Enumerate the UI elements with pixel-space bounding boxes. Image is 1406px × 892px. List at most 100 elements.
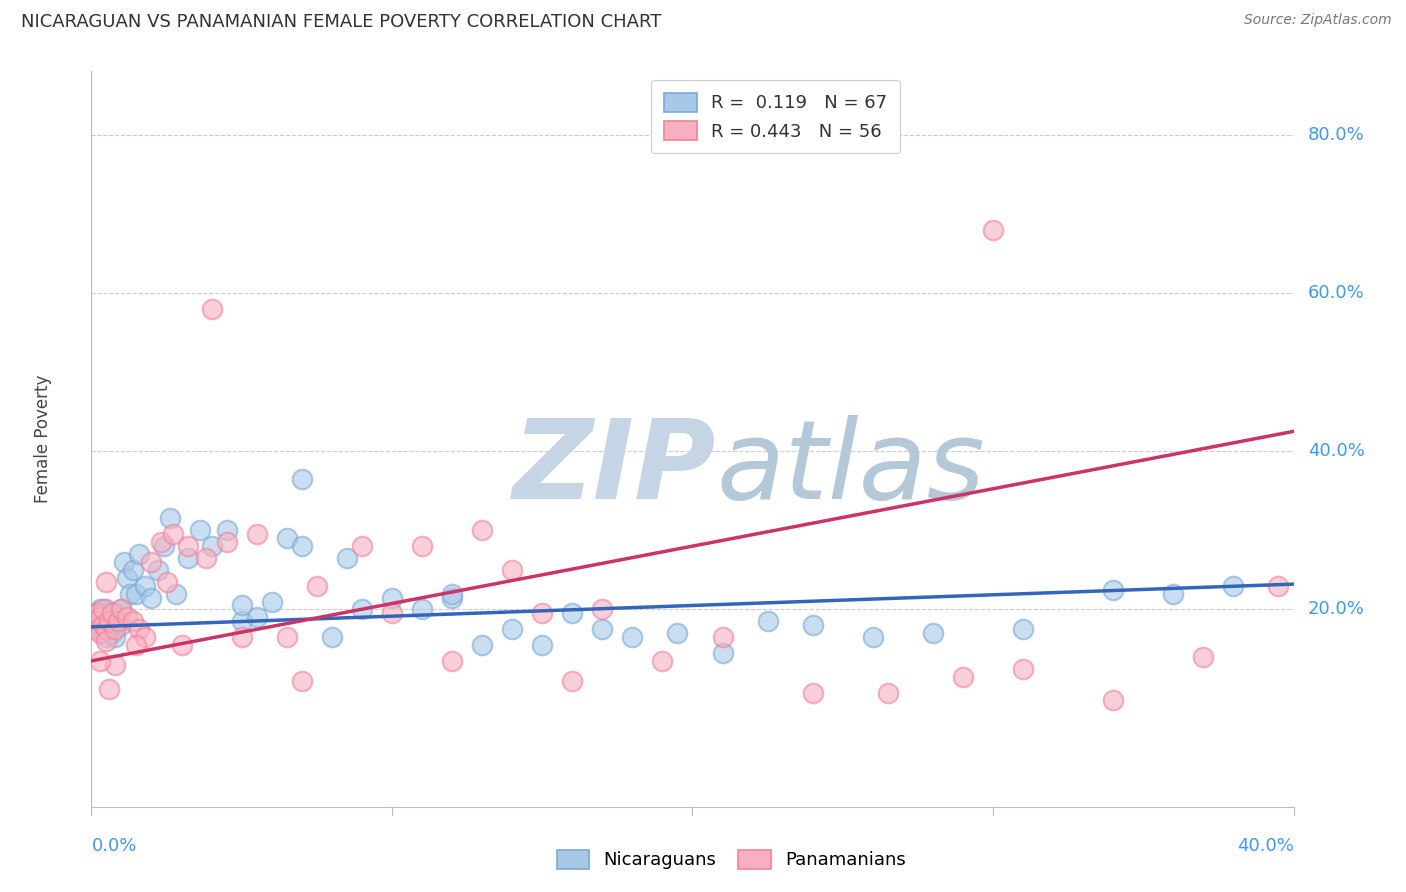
Point: [110, 618, 132, 632]
Point: [101, 626, 124, 640]
Point: [201, 301, 224, 316]
Point: [246, 527, 269, 541]
Point: [1222, 579, 1244, 593]
Point: [146, 563, 169, 577]
Point: [350, 539, 373, 553]
Text: 20.0%: 20.0%: [1308, 600, 1365, 618]
Point: [411, 602, 433, 616]
Legend: R =  0.119   N = 67, R = 0.443   N = 56: R = 0.119 N = 67, R = 0.443 N = 56: [651, 80, 900, 153]
Point: [591, 622, 613, 636]
Point: [86, 607, 108, 621]
Point: [981, 222, 1004, 236]
Text: 0.0%: 0.0%: [91, 837, 136, 855]
Point: [96, 602, 118, 616]
Point: [291, 472, 314, 486]
Point: [93, 615, 115, 629]
Text: Source: ZipAtlas.com: Source: ZipAtlas.com: [1244, 13, 1392, 28]
Point: [440, 654, 463, 668]
Point: [801, 618, 824, 632]
Point: [201, 539, 224, 553]
Point: [591, 602, 613, 616]
Point: [321, 630, 343, 644]
Point: [98, 615, 121, 629]
Point: [128, 547, 150, 561]
Point: [1102, 693, 1125, 707]
Point: [89, 602, 111, 616]
Point: [1192, 649, 1215, 664]
Point: [86, 607, 108, 621]
Point: [952, 670, 974, 684]
Point: [381, 607, 404, 621]
Point: [89, 622, 111, 636]
Text: Female Poverty: Female Poverty: [34, 376, 52, 503]
Point: [93, 607, 115, 621]
Point: [152, 539, 174, 553]
Point: [411, 539, 433, 553]
Point: [246, 610, 269, 624]
Point: [104, 630, 127, 644]
Point: [876, 685, 898, 699]
Point: [801, 685, 824, 699]
Point: [165, 586, 187, 600]
Point: [381, 591, 404, 605]
Point: [104, 622, 127, 636]
Point: [134, 579, 156, 593]
Point: [107, 615, 129, 629]
Point: [276, 531, 298, 545]
Point: [86, 618, 108, 632]
Point: [114, 555, 136, 569]
Point: [98, 610, 121, 624]
Point: [471, 524, 494, 538]
Point: [162, 527, 184, 541]
Text: 40.0%: 40.0%: [1308, 442, 1365, 460]
Point: [96, 630, 118, 644]
Point: [336, 551, 359, 566]
Point: [155, 574, 177, 589]
Point: [1161, 586, 1184, 600]
Point: [122, 615, 145, 629]
Point: [501, 563, 523, 577]
Point: [149, 535, 172, 549]
Point: [260, 594, 283, 608]
Point: [1267, 579, 1289, 593]
Point: [176, 539, 198, 553]
Point: [93, 618, 115, 632]
Point: [104, 607, 127, 621]
Point: [291, 539, 314, 553]
Point: [651, 654, 673, 668]
Point: [96, 574, 118, 589]
Point: [125, 586, 148, 600]
Point: [1012, 662, 1035, 676]
Point: [93, 602, 115, 616]
Point: [711, 646, 734, 660]
Point: [98, 622, 121, 636]
Point: [531, 607, 554, 621]
Text: ZIP: ZIP: [513, 416, 717, 522]
Point: [922, 626, 945, 640]
Point: [89, 654, 111, 668]
Text: atlas: atlas: [717, 416, 986, 522]
Point: [117, 610, 139, 624]
Point: [501, 622, 523, 636]
Point: [276, 630, 298, 644]
Point: [128, 622, 150, 636]
Point: [101, 607, 124, 621]
Point: [170, 638, 193, 652]
Point: [531, 638, 554, 652]
Text: 40.0%: 40.0%: [1237, 837, 1294, 855]
Point: [176, 551, 198, 566]
Point: [134, 630, 156, 644]
Point: [621, 630, 644, 644]
Point: [83, 615, 105, 629]
Point: [104, 657, 127, 672]
Point: [107, 615, 129, 629]
Point: [96, 618, 118, 632]
Point: [194, 551, 217, 566]
Point: [117, 571, 139, 585]
Point: [231, 615, 253, 629]
Point: [141, 591, 163, 605]
Point: [83, 615, 105, 629]
Point: [110, 602, 132, 616]
Point: [756, 615, 779, 629]
Point: [89, 610, 111, 624]
